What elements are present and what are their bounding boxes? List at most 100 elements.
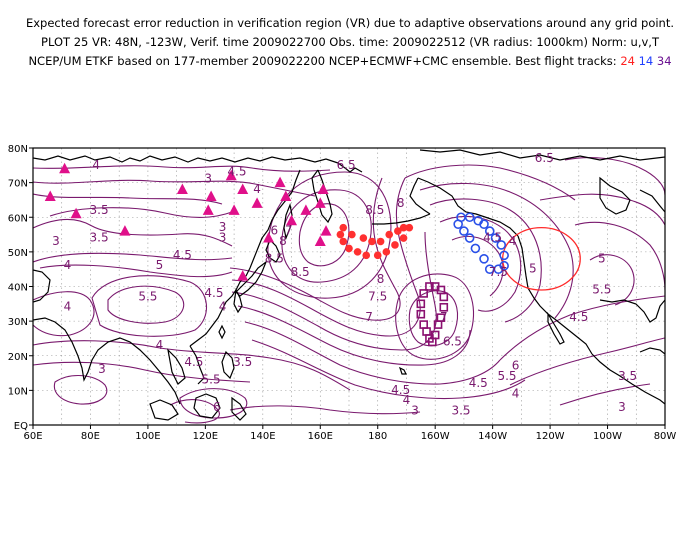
track-14-point [453,219,463,229]
track-24-point [382,248,391,256]
coastline [149,399,179,421]
observation-triangle [44,190,56,201]
coastlines [33,149,665,421]
contour-label: 7.5 [489,265,508,279]
contour-label: 4 [219,300,227,314]
track-34-point [430,282,440,291]
coastline [372,213,431,225]
contour-label: 5.5 [497,369,516,383]
contour-label: 4.5 [569,310,588,324]
contour-line [451,235,504,297]
contour-label: 3 [52,234,60,248]
title-line-3: NCEP/UM ETKF based on 177-member 2009022… [0,52,700,71]
track-24-point [339,237,348,246]
contour-line [499,295,665,361]
contour-line [429,198,542,323]
contour-label: 4.5 [483,230,502,244]
track-14-point [470,243,481,254]
contour-label: 3 [204,172,212,186]
contour-label: 6.5 [443,334,462,348]
track-24-point [336,230,345,239]
lat-tick-label: 50N [8,248,28,259]
contour-label: 4.5 [204,286,223,300]
coastline [33,317,181,405]
contour-label: 7 [285,224,293,238]
track-24-point [353,248,362,256]
contour-label: 6 [512,359,520,373]
lon-tick-label: 100E [135,431,160,442]
contour-line [33,252,233,263]
coastline [599,176,631,215]
title-line-3-text: NCEP/UM ETKF based on 177-member 2009022… [28,54,621,68]
track-34-point [422,327,431,336]
contour-label: 3 [98,362,106,376]
contour-label: 3 [219,230,227,244]
coastline [283,202,293,241]
lon-tick-label: 140W [478,431,507,442]
lon-tick-label: 160W [421,431,450,442]
track-34-point [419,289,428,298]
observation-triangle [314,235,326,246]
observation-triangle [237,183,249,195]
contour-label: 5 [598,251,606,265]
observation-triangle [225,169,237,181]
contour-label: 8 [377,272,385,286]
contour-label: 6.5 [535,151,554,165]
contour-line [33,218,233,247]
lon-tick-label: 100W [593,431,622,442]
lon-tick-label: 120E [193,431,218,442]
contour-line [33,291,95,337]
figure-titles: Expected forecast error reduction in ver… [0,14,700,71]
track-24-point [345,244,353,253]
contour-label: 5.5 [138,289,157,303]
track-14-point [496,240,507,250]
contour-line [404,164,576,201]
contour-label: 3.5 [618,369,637,383]
contour-label: 4 [92,158,100,172]
contour-line [509,337,665,386]
track-14-point [464,233,475,243]
observation-triangle [119,225,131,236]
track-34-point [439,292,449,302]
contour-label: 4.5 [391,383,410,397]
markers-layer [44,162,581,347]
lon-tick-label: 140E [250,431,275,442]
contour-label: 7 [440,310,448,324]
track-14-point [490,233,501,243]
track-24-point [359,234,368,242]
contour-label: 3.5 [451,404,470,418]
contour-label: 3.5 [90,203,109,217]
track-24-point [373,251,382,260]
coastline [189,345,205,385]
contour-line [564,157,665,196]
contour-label: 4 [253,182,261,196]
observation-triangle [320,225,332,236]
contour-line [559,383,651,406]
contour-label: 3 [219,220,227,234]
coastline [33,155,339,164]
coastline [189,275,247,347]
track-24-point [391,241,399,249]
coastline [639,347,665,355]
contour-line [49,207,233,218]
observation-triangle [300,204,312,215]
coastline [167,348,186,385]
contour-label: 5 [529,262,537,276]
contour-label: 8.5 [265,251,284,265]
observation-triangle [314,197,326,208]
observation-triangle [205,190,217,201]
track-34-point [439,302,449,312]
lon-tick-label: 160E [308,431,333,442]
track-24-point [348,230,356,239]
track-24-point [368,237,376,246]
track-14-point [479,219,489,229]
contour-line [267,171,392,299]
contour-line [408,290,459,347]
track-14-label: 14 [638,54,654,68]
contour-line [91,275,208,337]
contour-line [229,405,421,415]
contour-label: 4 [156,338,164,352]
contour-line [419,182,574,319]
track-24-point [399,234,408,242]
coastline [193,393,221,419]
